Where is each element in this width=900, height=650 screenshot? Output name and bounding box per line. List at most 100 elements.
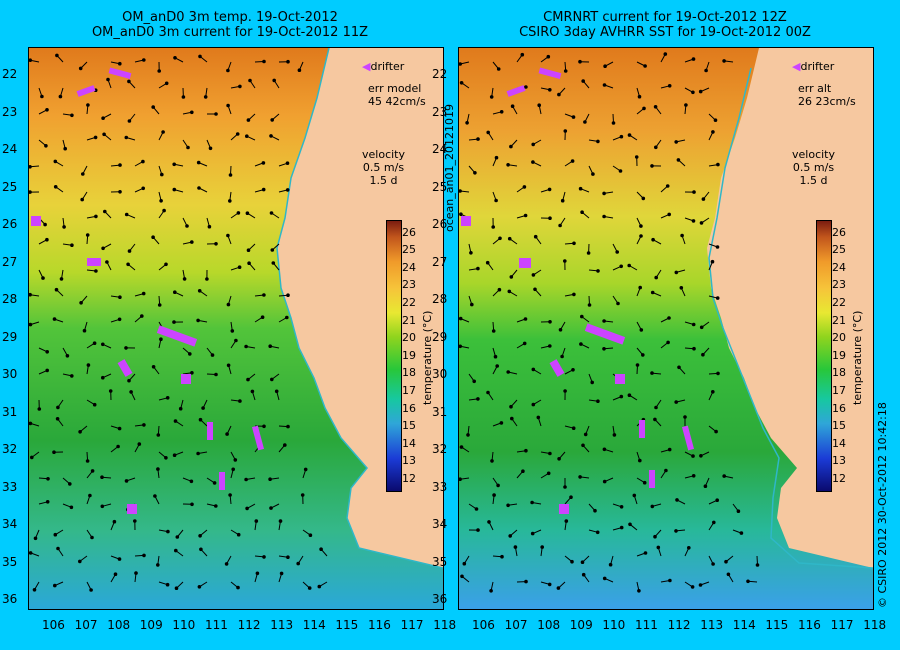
current-arrow-head [127,378,131,383]
current-arrow-head [157,303,162,307]
current-arrow-head [230,329,235,333]
current-arrow-head [106,77,110,82]
current-arrow-head [459,344,462,349]
current-arrow-head [476,397,480,401]
current-arrow-head [198,417,203,422]
right-drifter-legend: ◀drifter [792,60,835,73]
current-arrow-head [124,346,128,350]
current-arrow-head [56,546,60,551]
right-velocity-label: velocity [792,148,835,161]
current-arrow-head [162,208,166,213]
colorbar-tick-label: 14 [832,436,846,450]
current-arrow-head [692,346,696,351]
current-arrow-head [248,78,252,83]
current-arrow-head [197,289,202,293]
current-arrow-head [691,90,695,95]
current-arrow-head [228,199,232,203]
current-arrow-head [472,379,476,384]
current-arrow-head [578,59,582,64]
current-arrow-head [710,259,715,264]
current-arrow-head [172,187,177,192]
current-arrow-head [520,52,525,57]
x-tick-label: 118 [863,618,887,632]
y-tick-label: 24 [432,142,448,156]
current-arrow-head [595,530,600,535]
current-arrow-head [141,186,145,191]
x-tick-label: 115 [765,618,789,632]
y-tick-label: 23 [432,104,448,119]
current-arrow-head [127,79,131,84]
current-arrow-head [497,287,502,292]
current-arrow-head [699,221,704,225]
right-title-line2: CSIRO 3day AVHRR SST for 19-Oct-2012 00Z [519,25,811,40]
current-arrow-head [587,303,592,307]
y-tick-label: 35 [432,554,448,569]
current-arrow-head [473,171,477,175]
current-arrow-head [156,563,160,567]
current-arrow-head [214,372,218,377]
current-arrow-head [118,295,122,299]
current-arrow-head [80,197,84,202]
current-arrow-head [308,533,313,537]
current-arrow-head [116,444,120,449]
current-arrow-head [680,233,684,238]
current-arrow-head [185,224,189,228]
current-arrow-head [172,320,176,324]
current-arrow-head [270,248,275,252]
current-arrow-head [619,505,624,509]
current-arrow-head [58,94,63,99]
current-arrow-head [141,159,145,164]
current-arrow-head [79,301,83,305]
current-arrow-head [513,545,518,549]
current-arrow-head [45,108,49,112]
left-drifters [31,67,265,514]
right-side-note: © CSIRO 2012 30-Oct-2012 10:42:18 [876,402,889,608]
current-arrow-head [687,546,691,550]
current-arrow-head [619,264,623,269]
current-arrow-head [113,572,118,576]
current-arrow-head [54,287,59,292]
current-arrow-head [459,189,462,193]
current-arrow-head [196,160,201,165]
colorbar-tick-label: 14 [402,436,416,450]
current-arrow-head [492,493,496,497]
current-arrow-head [29,322,33,327]
current-arrow-head [586,251,591,255]
current-arrow-head [262,293,266,297]
current-arrow-head [618,169,623,173]
colorbar-tick-label: 23 [402,278,416,292]
current-arrow-head [664,468,668,473]
current-arrow-head [684,103,688,107]
current-arrow-head [151,235,155,239]
x-tick-label: 118 [433,618,457,632]
x-tick-label: 114 [302,618,326,632]
current-arrow-head [55,417,60,421]
current-arrow-head [118,190,122,194]
current-arrow-head [724,559,728,564]
current-arrow-head [134,571,138,575]
current-arrow-head [691,322,696,327]
current-arrow-head [603,64,607,68]
current-arrow-head [486,130,490,135]
current-arrow-head [124,212,129,217]
current-arrow-head [63,146,67,151]
current-arrow-head [82,328,87,333]
current-arrow-head [459,445,464,449]
y-tick-label: 30 [2,367,18,381]
current-arrow-head [45,500,50,504]
x-tick-label: 110 [172,618,196,632]
y-tick-label: 36 [432,592,448,606]
current-arrow-head [690,585,695,589]
right-err-block: err alt 26 23cm/s [798,82,856,108]
current-arrow-head [85,459,90,463]
current-arrow-head [663,52,668,56]
x-tick-label: 106 [472,618,495,632]
y-tick-label: 31 [2,404,18,419]
current-arrow-head [307,586,312,590]
current-arrow-head [496,483,500,488]
current-arrow-head [92,402,97,407]
current-arrow-head [226,363,231,368]
current-arrow-head [129,390,133,394]
current-arrow-head [627,133,632,137]
current-arrow-head [571,426,576,431]
